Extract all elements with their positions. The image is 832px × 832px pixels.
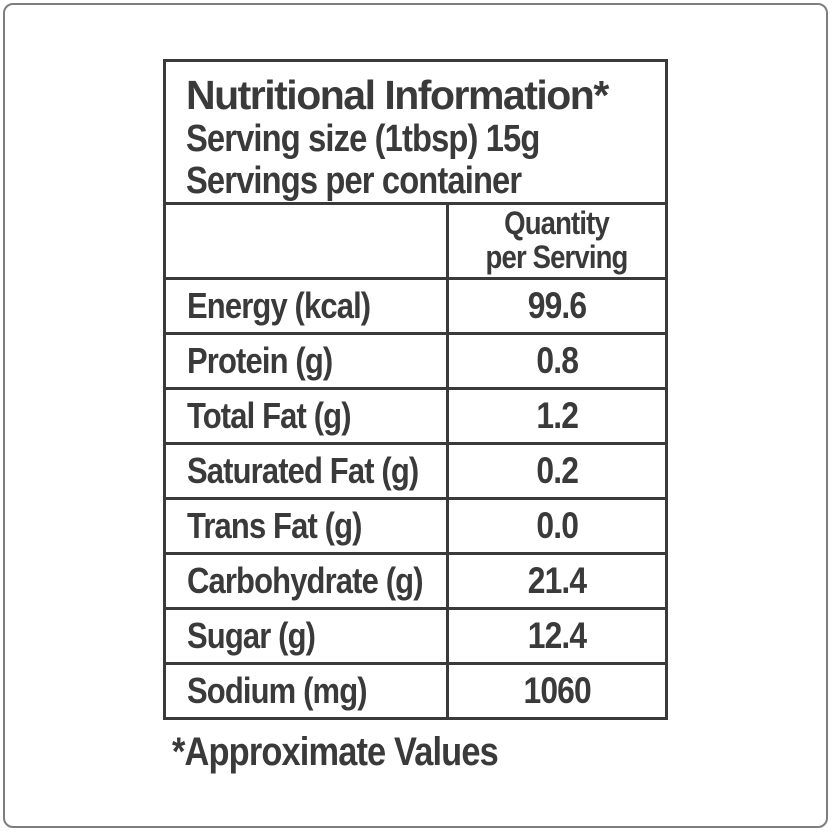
nutrient-label: Sodium (mg) bbox=[166, 665, 446, 717]
nutrient-value-text: 0.0 bbox=[536, 505, 579, 546]
nutrient-label: Total Fat (g) bbox=[166, 390, 446, 442]
nutrient-label: Energy (kcal) bbox=[166, 280, 446, 332]
page-border-frame bbox=[3, 3, 828, 828]
nutrient-value-text: 12.4 bbox=[527, 615, 587, 656]
table-row: Protein (g) 0.8 bbox=[166, 332, 665, 387]
nutrient-label-text: Saturated Fat (g) bbox=[187, 450, 419, 491]
nutrient-label: Trans Fat (g) bbox=[166, 500, 446, 552]
approximate-values-text: *Approximate Values bbox=[172, 730, 499, 774]
table-row: Sodium (mg) 1060 bbox=[166, 662, 665, 717]
quantity-per-serving-label: Quantity per Serving bbox=[486, 205, 629, 275]
nutrient-value-text: 0.8 bbox=[536, 340, 579, 381]
nutrient-value: 1060 bbox=[446, 665, 665, 717]
table-row: Saturated Fat (g) 0.2 bbox=[166, 442, 665, 497]
servings-per-container-text: Servings per container bbox=[186, 159, 522, 202]
nutrient-value: 0.0 bbox=[446, 500, 665, 552]
nutrient-value: 0.8 bbox=[446, 335, 665, 387]
nutrient-label-text: Carbohydrate (g) bbox=[187, 560, 424, 601]
nutrient-value-text: 21.4 bbox=[527, 560, 587, 601]
column-header-line1: Quantity bbox=[504, 205, 611, 242]
nutrient-label-text: Trans Fat (g) bbox=[187, 505, 362, 546]
nutrient-value-text: 0.2 bbox=[536, 450, 579, 491]
nutrient-value-text: 1060 bbox=[523, 670, 591, 711]
nutrition-title: Nutritional Information* bbox=[186, 72, 609, 118]
nutrient-label-text: Energy (kcal) bbox=[187, 285, 371, 326]
nutrient-value: 21.4 bbox=[446, 555, 665, 607]
nutrient-label-text: Protein (g) bbox=[187, 340, 333, 381]
quantity-per-serving-header-cell: Quantity per Serving bbox=[446, 205, 665, 277]
nutrition-table: Nutritional Information* Serving size (1… bbox=[163, 59, 668, 720]
column-header-line2: per Serving bbox=[486, 239, 629, 275]
nutrient-value: 0.2 bbox=[446, 445, 665, 497]
table-row: Carbohydrate (g) 21.4 bbox=[166, 552, 665, 607]
serving-size-line: Serving size (1tbsp) 15g bbox=[186, 118, 645, 161]
nutrient-label: Protein (g) bbox=[166, 335, 446, 387]
table-row: Trans Fat (g) 0.0 bbox=[166, 497, 665, 552]
nutrition-table-header: Nutritional Information* Serving size (1… bbox=[166, 62, 665, 202]
column-header-row: Quantity per Serving bbox=[166, 202, 665, 277]
table-row: Energy (kcal) 99.6 bbox=[166, 277, 665, 332]
nutrient-label: Carbohydrate (g) bbox=[166, 555, 446, 607]
nutrient-value: 99.6 bbox=[446, 280, 665, 332]
nutrient-label-text: Sugar (g) bbox=[187, 615, 316, 656]
table-row: Sugar (g) 12.4 bbox=[166, 607, 665, 662]
nutrient-value: 12.4 bbox=[446, 610, 665, 662]
empty-header-cell bbox=[166, 205, 446, 277]
nutrient-label-text: Total Fat (g) bbox=[187, 395, 352, 436]
nutrient-label: Saturated Fat (g) bbox=[166, 445, 446, 497]
servings-per-container-line: Servings per container bbox=[186, 159, 645, 203]
serving-size-text: Serving size (1tbsp) 15g bbox=[186, 118, 540, 160]
nutrient-label-text: Sodium (mg) bbox=[187, 670, 368, 711]
nutrient-label: Sugar (g) bbox=[166, 610, 446, 662]
table-row: Total Fat (g) 1.2 bbox=[166, 387, 665, 442]
approximate-values-note: *Approximate Values bbox=[172, 730, 551, 775]
nutrient-value-text: 99.6 bbox=[527, 285, 587, 326]
nutrient-value: 1.2 bbox=[446, 390, 665, 442]
nutrient-value-text: 1.2 bbox=[536, 395, 579, 436]
